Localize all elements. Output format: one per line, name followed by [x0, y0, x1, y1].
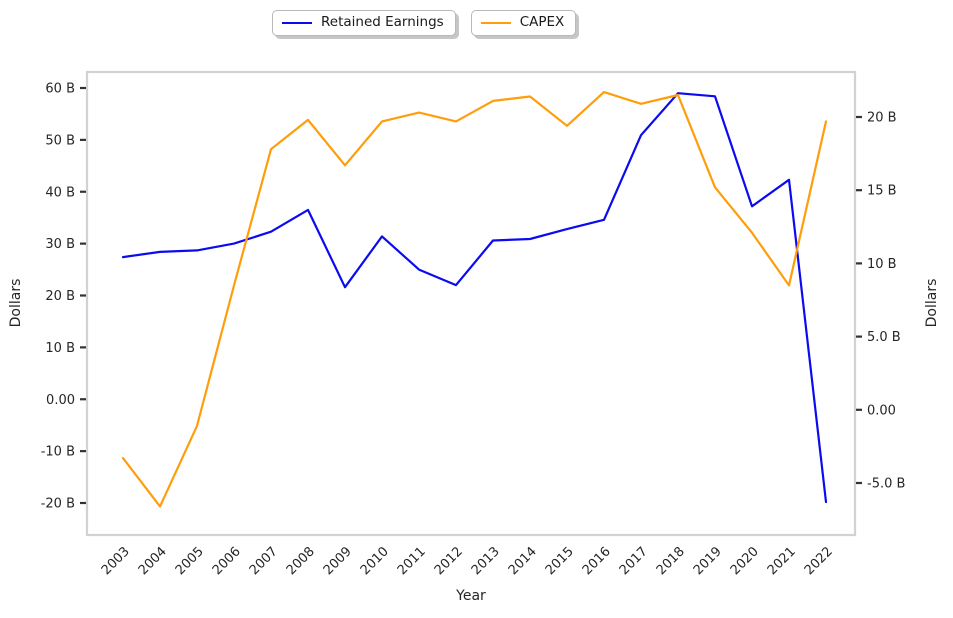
legend-box-retained-earnings: Retained Earnings: [272, 10, 456, 36]
x-tick-label: 2006: [210, 544, 244, 578]
x-tick-label: 2010: [358, 544, 392, 578]
y-tick-label-left: 0.00: [46, 393, 75, 408]
y-tick-label-left: 60 B: [45, 82, 75, 97]
axis-ticks: 60 B 50 B 40 B 30 B 20 B 10 B 0.00 -10 B -20 B 20…: [41, 82, 906, 579]
y-tick-label-left: -10 B: [41, 445, 75, 460]
y-tick-label-right: 15 B: [867, 184, 897, 199]
y-tick-label-right: 20 B: [867, 111, 897, 126]
x-tick-label: 2004: [136, 544, 170, 578]
x-tick-label: 2013: [469, 544, 503, 578]
right-axis-label: Dollars: [924, 279, 940, 328]
legend-label-retained-earnings: Retained Earnings: [321, 14, 444, 31]
legend-box-capex: CAPEX: [470, 10, 577, 36]
x-tick-label: 2016: [580, 544, 614, 578]
left-axis-label: Dollars: [8, 279, 24, 328]
data-lines: [121, 90, 828, 508]
x-tick-label: 2020: [728, 544, 762, 578]
x-tick-label: 2008: [284, 544, 318, 578]
plot-frame: [85, 70, 857, 537]
y-tick-label-right: -5.0 B: [867, 477, 905, 492]
y-tick-label-left: 40 B: [45, 185, 75, 200]
x-axis-label: Year: [455, 588, 486, 604]
retained-earnings-line: [121, 92, 828, 504]
y-tick-label-left: 30 B: [45, 237, 75, 252]
y-tick-label-right: 5.0 B: [867, 330, 901, 345]
y-tick-label-right: 10 B: [867, 257, 897, 272]
x-tick-label: 2005: [173, 544, 207, 578]
x-tick-label: 2015: [543, 544, 577, 578]
y-tick-label-left: 10 B: [45, 341, 75, 356]
x-tick-label: 2017: [617, 544, 651, 578]
y-tick-label-left: 50 B: [45, 133, 75, 148]
y-tick-label-left: 20 B: [45, 289, 75, 304]
x-tick-label: 2022: [802, 544, 836, 578]
capex-line: [121, 90, 828, 508]
x-tick-label: 2007: [247, 544, 281, 578]
x-tick-label: 2018: [654, 544, 688, 578]
y-tick-label-right: 0.00: [867, 403, 896, 418]
legend: Retained Earnings CAPEX: [272, 10, 577, 36]
y-tick-label-left: -20 B: [41, 497, 75, 512]
capex-line-swatch-icon: [480, 22, 511, 24]
retained-earnings-line-swatch-icon: [282, 22, 312, 24]
x-tick-label: 2009: [321, 544, 355, 578]
x-tick-label: 2019: [691, 544, 725, 578]
legend-label-capex: CAPEX: [519, 14, 565, 31]
x-tick-label: 2012: [432, 544, 466, 578]
x-tick-label: 2003: [99, 544, 133, 578]
x-tick-label: 2021: [765, 544, 799, 578]
x-tick-label: 2011: [395, 544, 429, 578]
x-tick-label: 2014: [506, 544, 540, 578]
